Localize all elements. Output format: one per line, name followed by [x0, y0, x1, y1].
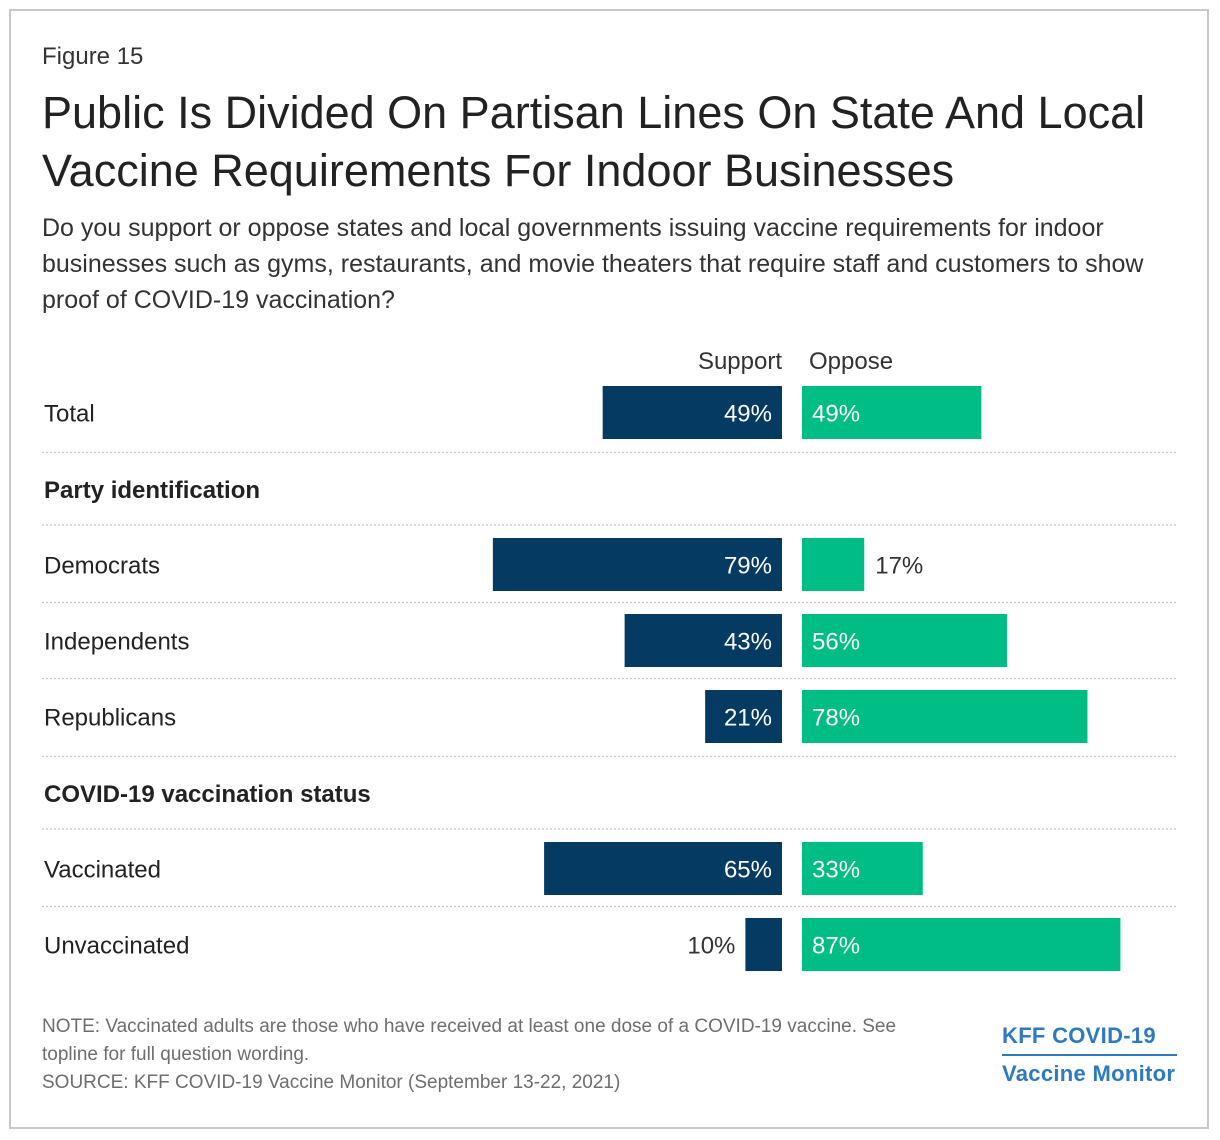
row-label-unvaccinated: Unvaccinated — [44, 933, 189, 960]
oppose-bar-vaccinated — [802, 842, 923, 895]
support-bar-unvaccinated — [745, 918, 782, 971]
support-bar-vaccinated — [544, 842, 782, 895]
oppose-value-unvaccinated: 87% — [812, 933, 860, 960]
row-label-democrats: Democrats — [44, 553, 160, 580]
oppose-bar-unvaccinated — [802, 918, 1121, 971]
oppose-bar-democrats — [802, 538, 865, 591]
support-bar-independents — [624, 614, 782, 667]
oppose-value-democrats: 17% — [875, 553, 923, 580]
diverging-bar-chart: Support Oppose Total 49% 49% Party identifica… — [42, 348, 1176, 971]
figure-label: Figure 15 — [42, 43, 144, 70]
brand-line-1: KFF COVID-19 — [1002, 1020, 1177, 1056]
oppose-value-independents: 56% — [812, 629, 860, 656]
row-label-independents: Independents — [44, 629, 189, 656]
chart-title: Public Is Divided On Partisan Lines On S… — [42, 87, 1146, 196]
source-text: SOURCE: KFF COVID-19 Vaccine Monitor (Se… — [42, 1072, 621, 1093]
section-header-party-identification: Party identification — [44, 477, 260, 504]
chart-subtitle: Do you support or oppose states and loca… — [42, 214, 1144, 314]
row-label-total: Total — [44, 401, 95, 428]
footnote: NOTE: Vaccinated adults are those who ha… — [42, 1013, 942, 1097]
support-value-vaccinated: 65% — [724, 857, 772, 884]
row-label-vaccinated: Vaccinated — [44, 857, 161, 884]
note-text: NOTE: Vaccinated adults are those who ha… — [42, 1016, 897, 1065]
oppose-value-republicans: 78% — [812, 705, 860, 732]
section-header-covid-19-vaccination-status: COVID-19 vaccination status — [44, 781, 371, 808]
support-value-independents: 43% — [724, 629, 772, 656]
support-value-republicans: 21% — [724, 705, 772, 732]
support-bar-total — [602, 386, 782, 439]
row-label-republicans: Republicans — [44, 705, 176, 732]
legend-oppose: Oppose — [809, 348, 893, 375]
oppose-value-vaccinated: 33% — [812, 857, 860, 884]
oppose-bar-total — [802, 386, 982, 439]
kff-logo: KFF COVID-19 Vaccine Monitor — [1002, 1020, 1177, 1090]
brand-line-2: Vaccine Monitor — [1002, 1061, 1176, 1086]
support-value-democrats: 79% — [724, 553, 772, 580]
oppose-value-total: 49% — [812, 401, 860, 428]
oppose-bar-republicans — [802, 690, 1088, 743]
support-value-unvaccinated: 10% — [687, 933, 735, 960]
oppose-bar-independents — [802, 614, 1007, 667]
support-bar-democrats — [492, 538, 782, 591]
support-value-total: 49% — [724, 401, 772, 428]
support-bar-republicans — [705, 690, 782, 743]
legend-support: Support — [698, 348, 782, 375]
